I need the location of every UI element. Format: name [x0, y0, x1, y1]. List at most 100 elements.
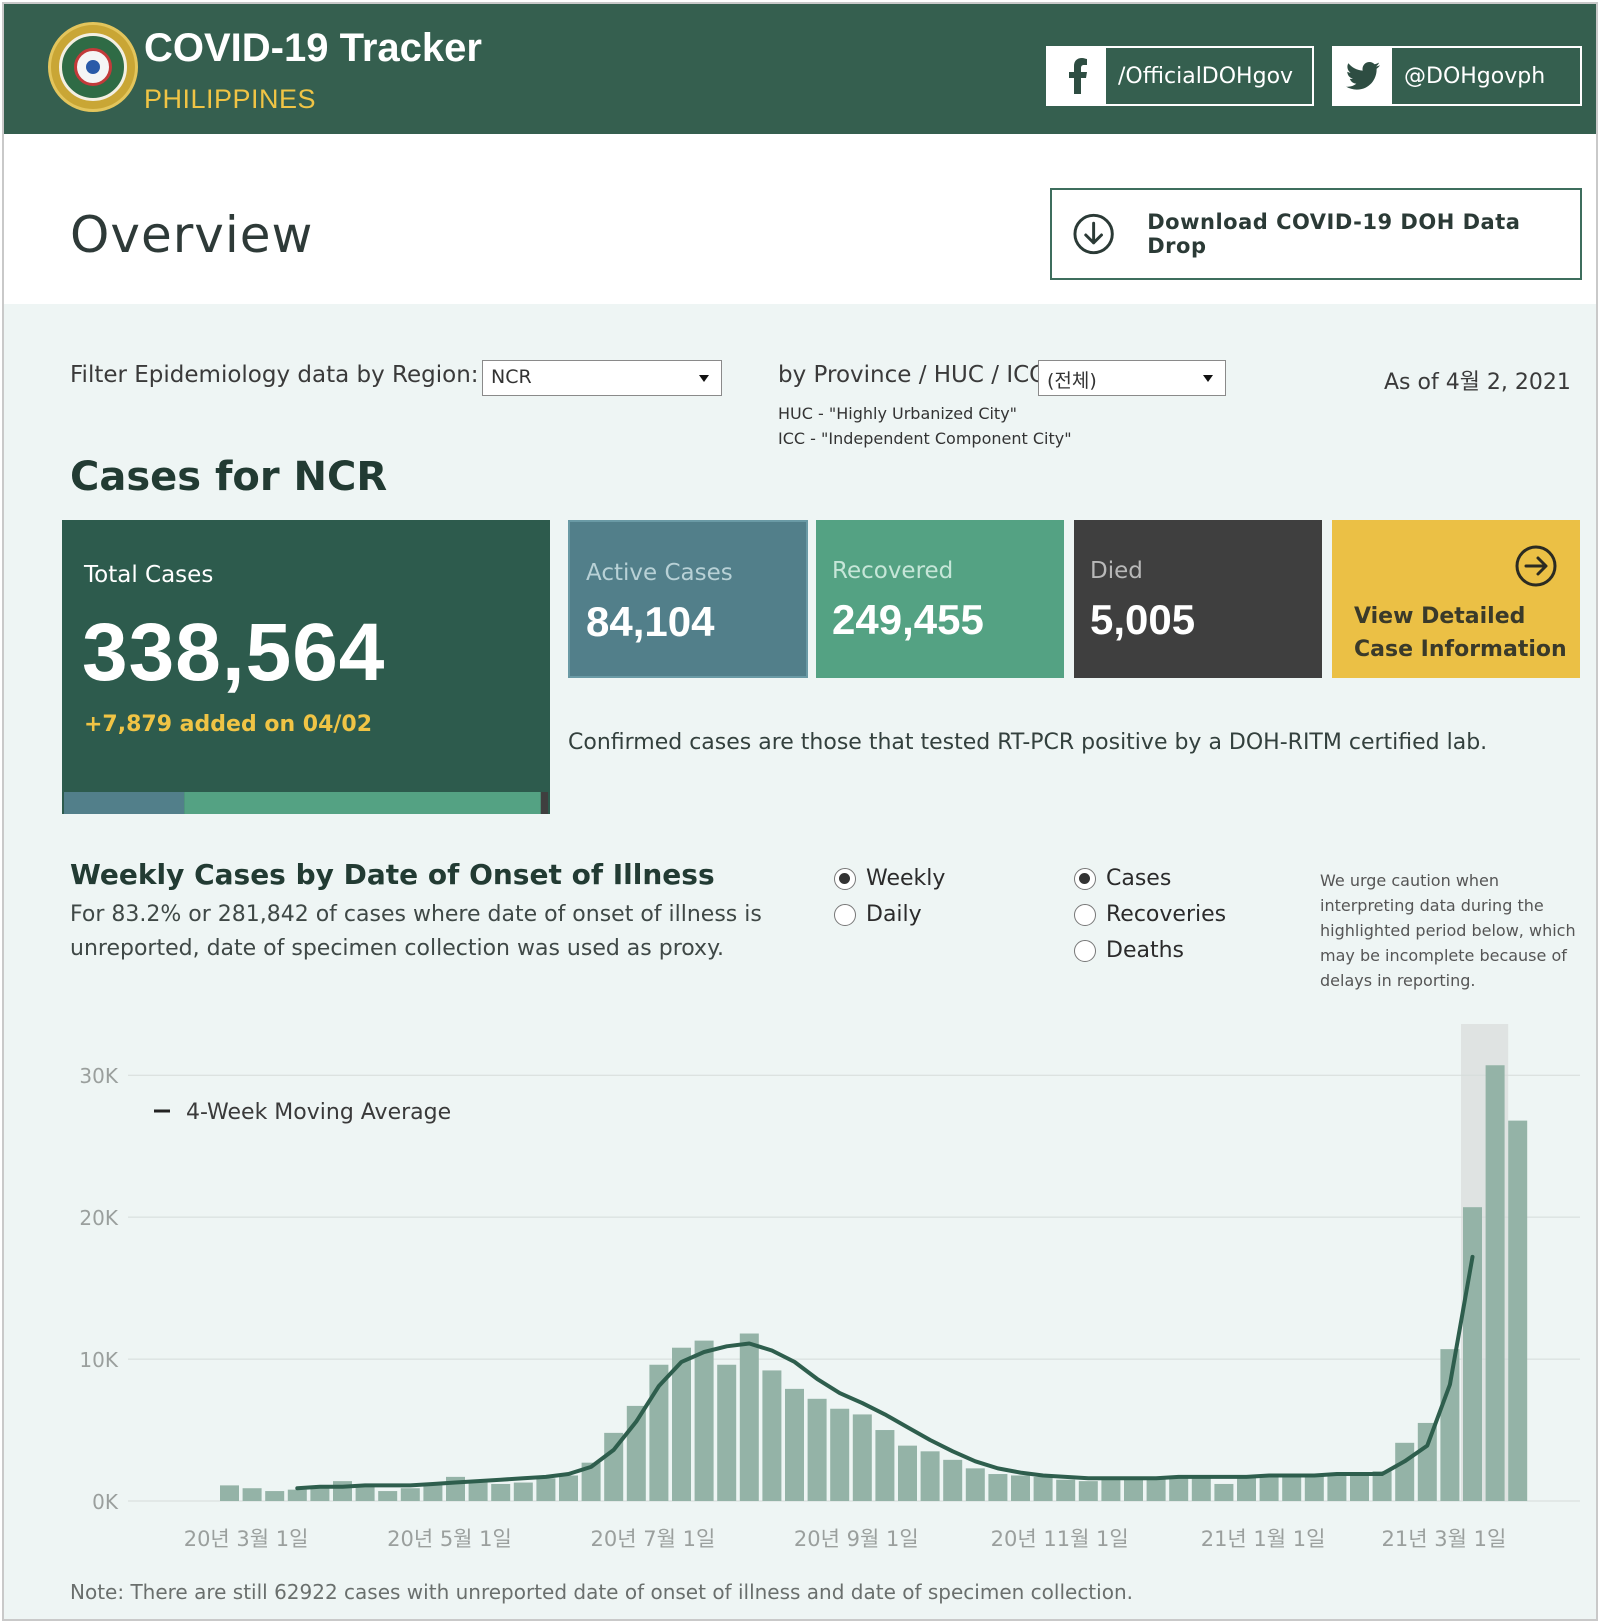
chart-bar [1033, 1476, 1053, 1501]
chart-bar [739, 1333, 759, 1501]
chart-bar [310, 1486, 330, 1501]
x-tick-label: 21년 3월 1일 [1382, 1527, 1507, 1551]
chart-bar [1191, 1475, 1211, 1501]
view-detailed-case-button[interactable]: View Detailed Case Information [1332, 520, 1580, 678]
radio-daily[interactable]: Daily [834, 902, 922, 927]
chart-bar [355, 1485, 375, 1501]
breakdown-died-segment [540, 792, 548, 814]
died-card: Died 5,005 [1074, 520, 1322, 678]
confirmed-cases-note: Confirmed cases are those that tested RT… [568, 730, 1488, 755]
chart-bar [1282, 1474, 1302, 1501]
chart-bar [287, 1489, 307, 1501]
breakdown-recovered-segment [184, 792, 541, 814]
radio-weekly[interactable]: Weekly [834, 866, 945, 891]
chart-bar [400, 1488, 420, 1501]
radio-deaths-label: Deaths [1106, 938, 1184, 963]
radio-deaths-indicator [1074, 939, 1096, 962]
chart-bar [1395, 1442, 1415, 1501]
chart-bar [1011, 1475, 1030, 1501]
region-filter-label: Filter Epidemiology data by Region: [70, 362, 479, 388]
app-subtitle: PHILIPPINES [144, 84, 317, 114]
radio-weekly-indicator [834, 867, 856, 890]
chart-bar [875, 1430, 895, 1501]
radio-recoveries[interactable]: Recoveries [1074, 902, 1226, 927]
chart-bar [423, 1483, 443, 1501]
radio-cases-indicator [1074, 867, 1096, 890]
chart-bar [1056, 1479, 1076, 1501]
view-detailed-line2: Case Information [1354, 637, 1567, 662]
caution-note: We urge caution when interpreting data d… [1320, 871, 1576, 990]
weekly-cases-chart: 0K 10K 20K 30K 20년 3월 1일 20년 5월 1일 20년 7월 1일 20… [79, 1024, 1580, 1551]
chart-bar [559, 1475, 578, 1501]
twitter-icon [1334, 48, 1392, 104]
view-detailed-label: View Detailed Case Information [1354, 600, 1567, 666]
chart-bar [898, 1445, 917, 1501]
radio-deaths[interactable]: Deaths [1074, 938, 1184, 963]
chart-section-title: Weekly Cases by Date of Onset of Illness [70, 858, 715, 891]
icc-note: ICC - "Independent Component City" [778, 429, 1072, 448]
chart-bar [807, 1398, 827, 1501]
radio-cases[interactable]: Cases [1074, 866, 1171, 891]
y-tick-label: 20K [79, 1206, 118, 1230]
moving-average-line [295, 1254, 1475, 1491]
twitter-link[interactable]: @DOHgovph [1332, 46, 1582, 106]
radio-cases-label: Cases [1106, 866, 1172, 891]
chart-bar [1259, 1475, 1279, 1501]
region-select-value: NCR [491, 366, 532, 388]
facebook-icon [1048, 48, 1106, 104]
as-of-date: As of 4월 2, 2021 [1384, 370, 1571, 395]
chart-bar [1124, 1478, 1143, 1501]
chart-bar [1146, 1476, 1166, 1501]
active-cases-label: Active Cases [586, 560, 733, 586]
total-cases-label: Total Cases [84, 562, 214, 588]
radio-weekly-label: Weekly [866, 866, 946, 891]
chart-bar [672, 1347, 691, 1501]
chart-bar [265, 1491, 285, 1501]
chart-bar [694, 1340, 714, 1501]
chart-bar [333, 1481, 352, 1501]
chart-bar [852, 1414, 872, 1501]
recovered-label: Recovered [832, 558, 954, 584]
chart-footnote: Note: There are still 62922 cases with u… [70, 1580, 1133, 1604]
province-select[interactable]: (전체) [1038, 360, 1226, 396]
chevron-down-icon [1203, 375, 1213, 382]
chart-bar [717, 1364, 737, 1501]
radio-daily-indicator [834, 903, 856, 926]
chart-bar [1214, 1483, 1234, 1501]
facebook-handle: /OfficialDOHgov [1118, 63, 1294, 89]
twitter-handle: @DOHgovph [1404, 63, 1546, 89]
died-value: 5,005 [1090, 596, 1196, 643]
case-breakdown-bar [64, 792, 548, 814]
download-data-drop-button[interactable]: Download COVID-19 DOH Data Drop [1050, 188, 1582, 280]
chart-bar [1327, 1474, 1347, 1501]
x-tick-label: 20년 7월 1일 [591, 1527, 716, 1551]
region-select[interactable]: NCR [482, 360, 722, 396]
radio-recoveries-label: Recoveries [1106, 902, 1227, 927]
y-tick-label: 30K [79, 1064, 118, 1088]
province-select-value: (전체) [1047, 370, 1097, 392]
chart-bar [1485, 1065, 1505, 1501]
chart-bar [1169, 1476, 1189, 1501]
chart-bar [649, 1364, 669, 1501]
chart-bar [1237, 1475, 1256, 1501]
y-tick-label: 0K [92, 1490, 119, 1514]
chart-section-subtitle: For 83.2% or 281,842 of cases where date… [70, 902, 762, 961]
view-detailed-line1: View Detailed [1354, 604, 1526, 629]
chevron-down-icon [699, 375, 709, 382]
x-tick-label: 20년 11월 1일 [991, 1527, 1129, 1551]
recovered-value: 249,455 [832, 596, 984, 643]
legend-label: 4-Week Moving Average [186, 1100, 451, 1125]
facebook-link[interactable]: /OfficialDOHgov [1046, 46, 1314, 106]
province-filter-label: by Province / HUC / ICC: [778, 362, 1053, 388]
breakdown-active-segment [64, 792, 185, 814]
chart-bar [581, 1462, 601, 1501]
active-cases-value: 84,104 [586, 598, 715, 645]
chart-bar [378, 1491, 398, 1501]
chart-bar [513, 1482, 533, 1501]
recovered-card: Recovered 249,455 [816, 520, 1064, 678]
header-bar: COVID-19 Tracker PHILIPPINES /OfficialDO… [4, 4, 1596, 134]
arrow-right-circle-icon [1515, 545, 1557, 587]
chart-bar [536, 1478, 556, 1501]
x-tick-label: 21년 1월 1일 [1201, 1527, 1326, 1551]
